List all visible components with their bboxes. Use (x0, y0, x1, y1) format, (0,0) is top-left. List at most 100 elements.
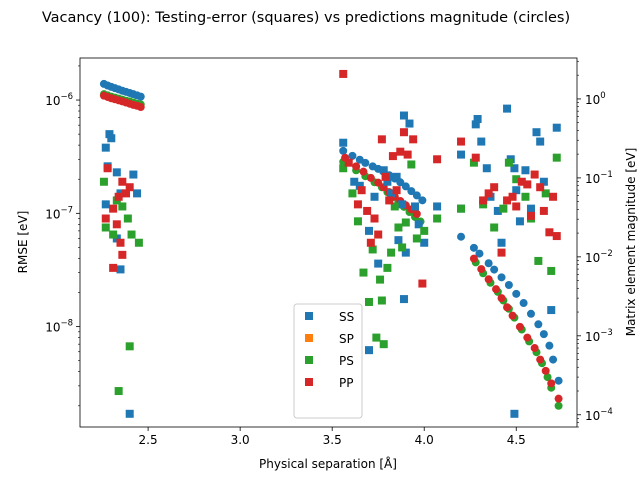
circle-point-pp (484, 275, 493, 284)
square-point-ps (521, 192, 530, 201)
circle-point-ss (497, 273, 506, 282)
square-point-ps (504, 158, 513, 167)
x-tick-label: 2.5 (139, 433, 158, 447)
square-point-ss (133, 189, 142, 198)
square-point-pp (517, 177, 526, 186)
square-point-pp (549, 192, 558, 201)
square-point-pp (418, 279, 427, 288)
square-point-ps (387, 248, 396, 257)
circle-point-pp (547, 379, 556, 388)
square-point-ss (379, 166, 388, 175)
square-point-pp (353, 200, 362, 209)
square-point-pp (125, 183, 134, 192)
square-point-ps (99, 177, 108, 186)
square-point-pp (512, 202, 521, 211)
square-point-ps (383, 263, 392, 272)
circle-point-ss (401, 182, 410, 191)
square-point-pp (523, 180, 532, 189)
square-point-ps (134, 238, 143, 247)
square-point-ss (398, 200, 407, 209)
x-tick-label: 3.0 (231, 433, 250, 447)
square-point-ss (112, 168, 121, 177)
circle-point-ss (475, 249, 484, 258)
square-point-ss (101, 143, 110, 152)
y-right-tick-label: 10−2 (585, 249, 613, 265)
square-point-pp (399, 128, 408, 137)
square-point-pp (539, 206, 548, 215)
legend-marker-pp (305, 378, 313, 386)
square-point-ss (105, 130, 114, 139)
square-point-ss (510, 164, 519, 173)
square-point-ps (353, 217, 362, 226)
square-point-pp (109, 263, 118, 272)
circle-point-pp (374, 178, 383, 187)
square-point-ps (348, 189, 357, 198)
plot-marks (99, 69, 563, 418)
square-point-pp (363, 206, 372, 215)
square-point-ss (355, 181, 364, 190)
square-point-pp (479, 196, 488, 205)
y-right-tick-label: 10−3 (585, 328, 613, 344)
square-point-ss (405, 119, 414, 128)
square-point-ss (532, 128, 541, 137)
square-point-pp (497, 248, 506, 257)
circle-point-ss (490, 265, 499, 274)
square-point-pp (101, 214, 110, 223)
y-left-tick-label: 10−7 (45, 205, 73, 221)
square-point-ss (399, 111, 408, 120)
circle-point-ss (504, 281, 513, 290)
circle-point-pp (412, 209, 421, 218)
square-point-ps (394, 223, 403, 232)
circle-point-ss (412, 191, 421, 200)
circle-point-ss (512, 289, 521, 298)
legend-marker-ss (305, 312, 313, 320)
square-point-ss (473, 115, 482, 124)
square-point-pp (118, 177, 127, 186)
square-point-ps (512, 175, 521, 184)
circle-point-ss (526, 309, 535, 318)
square-point-ss (394, 236, 403, 245)
legend-label-ss: SS (339, 310, 354, 324)
x-axis-label: Physical separation [Å] (259, 456, 397, 471)
square-point-ss (477, 137, 486, 146)
circle-point-ss (136, 92, 145, 101)
circle-point-pp (503, 303, 512, 312)
square-point-ps (379, 340, 388, 349)
square-point-ps (364, 297, 373, 306)
square-point-ss (471, 120, 480, 129)
circle-point-ss (484, 259, 493, 268)
square-point-ps (552, 153, 561, 162)
circle-point-ss (348, 151, 357, 160)
square-point-ss (339, 138, 348, 147)
square-point-pp (536, 183, 545, 192)
square-point-ps (420, 226, 429, 235)
square-point-ss (350, 177, 359, 186)
circle-point-ps (554, 401, 563, 410)
square-point-ps (118, 202, 127, 211)
x-axis-ticks: 2.5 3.0 3.5 4.0 4.5 (139, 427, 526, 447)
square-point-ss (374, 259, 383, 268)
plot-frame (79, 57, 578, 428)
square-point-pp (545, 228, 554, 237)
circle-point-pp (530, 344, 539, 353)
square-point-pp (552, 232, 561, 241)
square-point-pp (344, 158, 353, 167)
square-point-ss (547, 306, 556, 315)
square-point-ss (129, 170, 138, 179)
square-point-ps (109, 230, 118, 239)
circle-point-pp (497, 294, 506, 303)
square-point-ps (547, 266, 556, 275)
y-right-axis-label: Matrix element magnitude [eV] (624, 148, 638, 337)
circle-point-ss (554, 376, 563, 385)
square-point-ps (127, 230, 136, 239)
square-point-ss (503, 104, 512, 113)
square-point-ss (116, 265, 125, 274)
square-point-ps (412, 234, 421, 243)
square-point-ps (114, 387, 123, 396)
square-point-ss (420, 238, 429, 247)
circle-point-pp (352, 162, 361, 171)
square-point-pp (433, 155, 442, 164)
y-right-tick-label: 100 (585, 91, 606, 107)
square-point-ps (534, 256, 543, 265)
square-point-ss (387, 189, 396, 198)
